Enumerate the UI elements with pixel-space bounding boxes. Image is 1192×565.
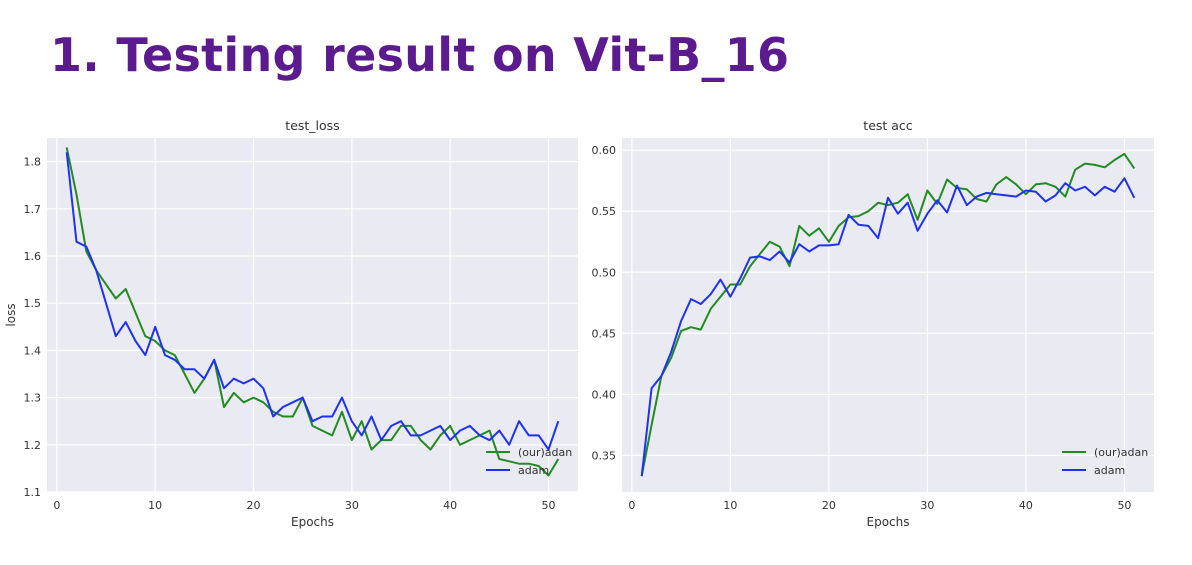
x-tick-label: 20 [822, 499, 836, 512]
plot-area [622, 138, 1154, 492]
y-tick-label: 1.3 [24, 392, 42, 405]
legend-label: adam [1094, 464, 1125, 477]
x-tick-label: 40 [1019, 499, 1033, 512]
legend-label: (our)adan [518, 446, 572, 459]
y-tick-label: 0.35 [592, 449, 617, 462]
x-tick-label: 50 [1117, 499, 1131, 512]
series-line-adam [640, 177, 1136, 477]
x-tick-label: 0 [628, 499, 635, 512]
series-line-adan [640, 152, 1136, 477]
y-tick-label: 0.55 [592, 205, 617, 218]
y-tick-label: 1.5 [24, 297, 42, 310]
y-tick-label: 1.1 [24, 486, 42, 499]
test-loss-chart: 0 10 20 30 40 50 1.1 1.2 1.3 1.4 1.5 1.6 1.7 1.8 test_… [4, 118, 578, 529]
y-tick-label: 1.4 [24, 344, 42, 357]
x-tick-label: 0 [53, 499, 60, 512]
y-tick-label: 0.40 [592, 388, 617, 401]
slide-title: 1. Testing result on Vit-B_16 [50, 28, 790, 82]
legend: (our)adan adam [1062, 446, 1148, 477]
legend-label: adam [518, 464, 549, 477]
y-tick-label: 0.45 [592, 327, 617, 340]
y-tick-label: 1.8 [24, 156, 42, 169]
chart-title: test acc [863, 118, 913, 133]
legend-label: (our)adan [1094, 446, 1148, 459]
x-tick-label: 40 [443, 499, 457, 512]
x-axis-label: Epochs [291, 515, 334, 529]
y-tick-label: 1.6 [24, 250, 42, 263]
series-line-adan [65, 147, 560, 477]
x-tick-label: 20 [247, 499, 261, 512]
series-line-adam [65, 152, 560, 451]
legend: (our)adan adam [486, 446, 572, 477]
test-acc-chart: 0 10 20 30 40 50 0.35 0.40 0.45 0.50 0.55 0.60 test … [592, 118, 1154, 529]
y-tick-label: 1.2 [24, 439, 42, 452]
chart-title: test_loss [285, 118, 339, 133]
y-tick-label: 0.60 [592, 144, 617, 157]
x-tick-label: 30 [920, 499, 934, 512]
y-tick-label: 0.50 [592, 266, 617, 279]
y-tick-label: 1.7 [24, 203, 42, 216]
x-tick-label: 30 [345, 499, 359, 512]
x-tick-label: 10 [723, 499, 737, 512]
x-tick-label: 50 [542, 499, 556, 512]
plot-area [47, 138, 578, 492]
x-axis-label: Epochs [867, 515, 910, 529]
x-tick-label: 10 [148, 499, 162, 512]
y-axis-label: loss [4, 303, 18, 326]
